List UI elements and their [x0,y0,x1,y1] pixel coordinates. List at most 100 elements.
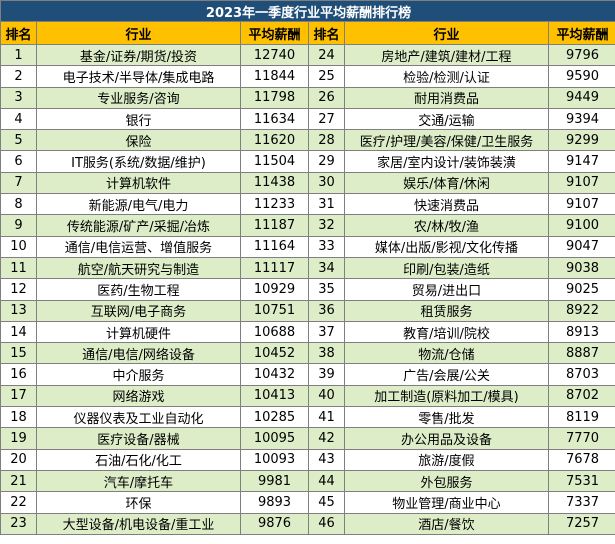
table-row: 17 网络游戏 10413 40 加工制造(原料加工/模具) 8702 [0,384,615,408]
table-row: 15 通信/电信/网络设备 10452 38 物流/仓储 8887 [0,342,615,365]
left-rank-cell: 18 [0,406,37,429]
right-industry-cell: 耐用消费品 [344,86,549,109]
right-salary-cell: 9147 [547,150,615,173]
left-industry-cell: 电子技术/半导体/集成电路 [36,65,241,88]
right-salary-cell: 8703 [547,363,615,386]
header-industry-right: 行业 [344,21,549,45]
left-industry-cell: 航空/航天研究与制造 [36,256,241,280]
left-industry-cell: 计算机硬件 [36,320,241,344]
right-salary-cell: 9449 [547,86,615,109]
right-industry-cell: 印刷/包装/造纸 [344,256,549,280]
right-salary-cell: 8913 [547,320,615,344]
right-rank-cell: 43 [308,448,345,471]
left-rank-cell: 12 [0,278,37,301]
left-salary-cell: 10929 [240,278,309,301]
right-industry-cell: 交通/运输 [344,107,549,131]
left-rank-cell: 9 [0,214,37,237]
right-rank-cell: 39 [308,363,345,386]
right-salary-cell: 9299 [547,129,615,152]
left-salary-cell: 11187 [240,214,309,237]
header-industry-left: 行业 [36,21,241,45]
left-rank-cell: 21 [0,469,37,493]
left-salary-cell: 11233 [240,193,309,216]
right-salary-cell: 7678 [547,448,615,471]
left-industry-cell: 石油/石化/化工 [36,448,241,471]
left-rank-cell: 17 [0,384,37,408]
left-rank-cell: 23 [0,512,37,535]
right-industry-cell: 房地产/建筑/建材/工程 [344,43,549,67]
right-industry-cell: 租赁服务 [344,299,549,322]
right-industry-cell: 广告/会展/公关 [344,363,549,386]
right-industry-cell: 物流/仓储 [344,342,549,365]
table-row: 13 互联网/电子商务 10751 36 租赁服务 8922 [0,299,615,322]
right-industry-cell: 检验/检测/认证 [344,65,549,88]
right-industry-cell: 加工制造(原料加工/模具) [344,384,549,408]
right-salary-cell: 9025 [547,278,615,301]
table-row: 12 医药/生物工程 10929 35 贸易/进出口 9025 [0,278,615,301]
right-industry-cell: 外包服务 [344,469,549,493]
right-rank-cell: 37 [308,320,345,344]
right-rank-cell: 45 [308,491,345,514]
left-salary-cell: 11798 [240,86,309,109]
table-row: 7 计算机软件 11438 30 娱乐/体育/休闲 9107 [0,171,615,195]
left-rank-cell: 4 [0,107,37,131]
table-title: 2023年一季度行业平均薪酬排行榜 [0,0,615,22]
left-industry-cell: 基金/证券/期货/投资 [36,43,241,67]
left-salary-cell: 9893 [240,491,309,514]
left-industry-cell: 通信/电信/网络设备 [36,342,241,365]
right-salary-cell: 8702 [547,384,615,408]
left-salary-cell: 11117 [240,256,309,280]
left-industry-cell: 新能源/电气/电力 [36,193,241,216]
right-rank-cell: 42 [308,427,345,450]
table-row: 21 汽车/摩托车 9981 44 外包服务 7531 [0,469,615,493]
right-rank-cell: 25 [308,65,345,88]
left-industry-cell: 汽车/摩托车 [36,469,241,493]
left-rank-cell: 11 [0,256,37,280]
header-row: 排名 行业 平均薪酬 排名 行业 平均薪酬 [0,21,615,45]
left-industry-cell: 大型设备/机电设备/重工业 [36,512,241,535]
right-industry-cell: 快速消费品 [344,193,549,216]
left-rank-cell: 2 [0,65,37,88]
left-salary-cell: 10432 [240,363,309,386]
right-salary-cell: 9038 [547,256,615,280]
table-row: 2 电子技术/半导体/集成电路 11844 25 检验/检测/认证 9590 [0,65,615,88]
left-rank-cell: 8 [0,193,37,216]
right-salary-cell: 9107 [547,171,615,195]
left-salary-cell: 11164 [240,235,309,258]
right-industry-cell: 物业管理/商业中心 [344,491,549,514]
right-rank-cell: 31 [308,193,345,216]
right-rank-cell: 44 [308,469,345,493]
right-industry-cell: 贸易/进出口 [344,278,549,301]
header-salary-right: 平均薪酬 [547,21,615,45]
left-rank-cell: 13 [0,299,37,322]
right-salary-cell: 9590 [547,65,615,88]
left-salary-cell: 10751 [240,299,309,322]
left-rank-cell: 1 [0,43,37,67]
table-row: 22 环保 9893 45 物业管理/商业中心 7337 [0,491,615,514]
left-industry-cell: 通信/电信运营、增值服务 [36,235,241,258]
table-row: 20 石油/石化/化工 10093 43 旅游/度假 7678 [0,448,615,471]
right-rank-cell: 27 [308,107,345,131]
left-rank-cell: 7 [0,171,37,195]
left-industry-cell: 网络游戏 [36,384,241,408]
right-industry-cell: 家居/室内设计/装饰装潢 [344,150,549,173]
right-salary-cell: 8922 [547,299,615,322]
left-industry-cell: 银行 [36,107,241,131]
table-row: 1 基金/证券/期货/投资 12740 24 房地产/建筑/建材/工程 9796 [0,43,615,67]
left-rank-cell: 6 [0,150,37,173]
table-row: 16 中介服务 10432 39 广告/会展/公关 8703 [0,363,615,386]
left-industry-cell: 中介服务 [36,363,241,386]
left-rank-cell: 15 [0,342,37,365]
left-rank-cell: 14 [0,320,37,344]
left-rank-cell: 22 [0,491,37,514]
table-row: 4 银行 11634 27 交通/运输 9394 [0,107,615,131]
right-industry-cell: 教育/培训/院校 [344,320,549,344]
right-rank-cell: 26 [308,86,345,109]
right-rank-cell: 35 [308,278,345,301]
right-salary-cell: 9107 [547,193,615,216]
table-row: 9 传统能源/矿产/采掘/冶炼 11187 32 农/林/牧/渔 9100 [0,214,615,237]
title-row: 2023年一季度行业平均薪酬排行榜 [0,0,615,22]
left-salary-cell: 11504 [240,150,309,173]
right-salary-cell: 8119 [547,406,615,429]
table-row: 6 IT服务(系统/数据/维护) 11504 29 家居/室内设计/装饰装潢 9147 [0,150,615,173]
